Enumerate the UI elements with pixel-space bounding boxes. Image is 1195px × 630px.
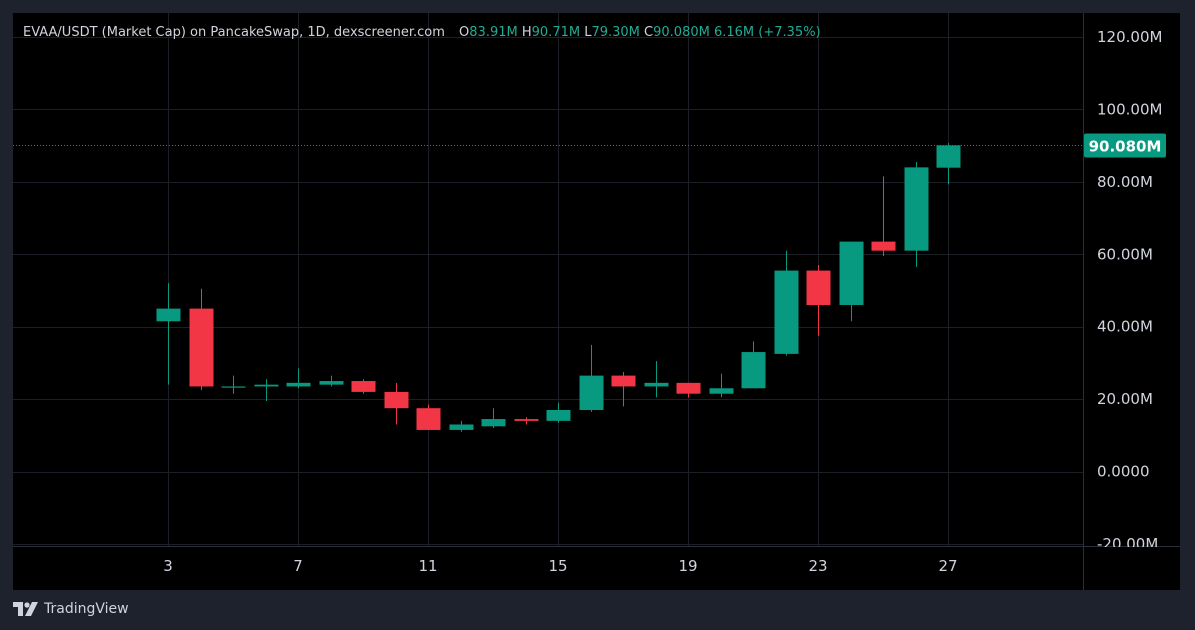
legend-open-label: O [459,25,470,40]
chart-area[interactable]: -20.00M 0.0000 20.00M 40.00M 60.00M 80.00M 100… [13,13,1180,590]
candle-body[interactable] [774,270,799,354]
candle-body[interactable] [221,386,246,388]
y-tick-label: 60.00M [1097,245,1153,263]
x-tick-label: 3 [163,557,173,575]
legend-change: 6.16M (+7.35%) [713,25,821,40]
candle-body[interactable] [741,352,766,389]
tradingview-logo-icon [13,602,38,616]
y-tick-label: 0.0000 [1097,463,1150,481]
x-tick-label: 7 [293,557,303,575]
candle-body[interactable] [644,382,669,387]
x-tick-label: 23 [808,557,827,575]
candle-body[interactable] [611,375,636,387]
tradingview-logo[interactable]: TradingView [13,599,129,619]
candle-body[interactable] [319,381,344,385]
y-tick-label: 20.00M [1097,390,1153,408]
x-tick-label: 19 [678,557,697,575]
candle-body[interactable] [286,382,311,387]
candle-body[interactable] [416,408,441,430]
tradingview-logo-text: TradingView [44,601,129,617]
x-tick-label: 15 [548,557,567,575]
candlestick-chart[interactable]: -20.00M0.000020.00M40.00M60.00M80.00M100… [13,13,1180,590]
candle-body[interactable] [514,419,539,421]
candle-body[interactable] [189,308,214,387]
candle-body[interactable] [676,382,701,394]
candle-body[interactable] [156,308,181,322]
candle-body[interactable] [254,384,279,387]
candle-body[interactable] [351,381,376,392]
last-price-badge [1084,133,1166,158]
candle-body[interactable] [839,241,864,305]
candle-body[interactable] [481,419,506,427]
x-tick-label: 11 [418,557,437,575]
legend-title: EVAA/USDT (Market Cap) on PancakeSwap, 1… [23,25,445,40]
price-scale-corner [1084,547,1180,590]
candle-body[interactable] [449,424,474,430]
candle-body[interactable] [936,145,961,168]
legend-high-value: 90.71M [531,25,581,40]
last-price-label: 90.080M [1089,138,1162,156]
y-tick-label: 40.00M [1097,318,1153,336]
candle-body[interactable] [871,241,896,251]
x-tick-label: 27 [938,557,957,575]
candle-body[interactable] [709,388,734,394]
legend-close-value: 90.080M [653,25,710,40]
y-tick-label: 100.00M [1097,100,1162,118]
legend-close-label: C [644,25,654,40]
candle-body[interactable] [546,410,571,421]
candle-body[interactable] [384,391,409,409]
legend-open-value: 83.91M [469,25,518,40]
candle-body[interactable] [579,375,604,411]
y-tick-label: 120.00M [1097,28,1162,46]
legend-low-value: 79.30M [591,25,640,40]
candle-body[interactable] [904,167,929,251]
y-tick-label: 80.00M [1097,173,1153,191]
candles-group [156,143,961,432]
legend-high-label: H [521,25,532,40]
chart-legend: EVAA/USDT (Market Cap) on PancakeSwap, 1… [23,25,821,40]
legend-low-label: L [584,25,592,40]
candle-body[interactable] [806,270,831,305]
